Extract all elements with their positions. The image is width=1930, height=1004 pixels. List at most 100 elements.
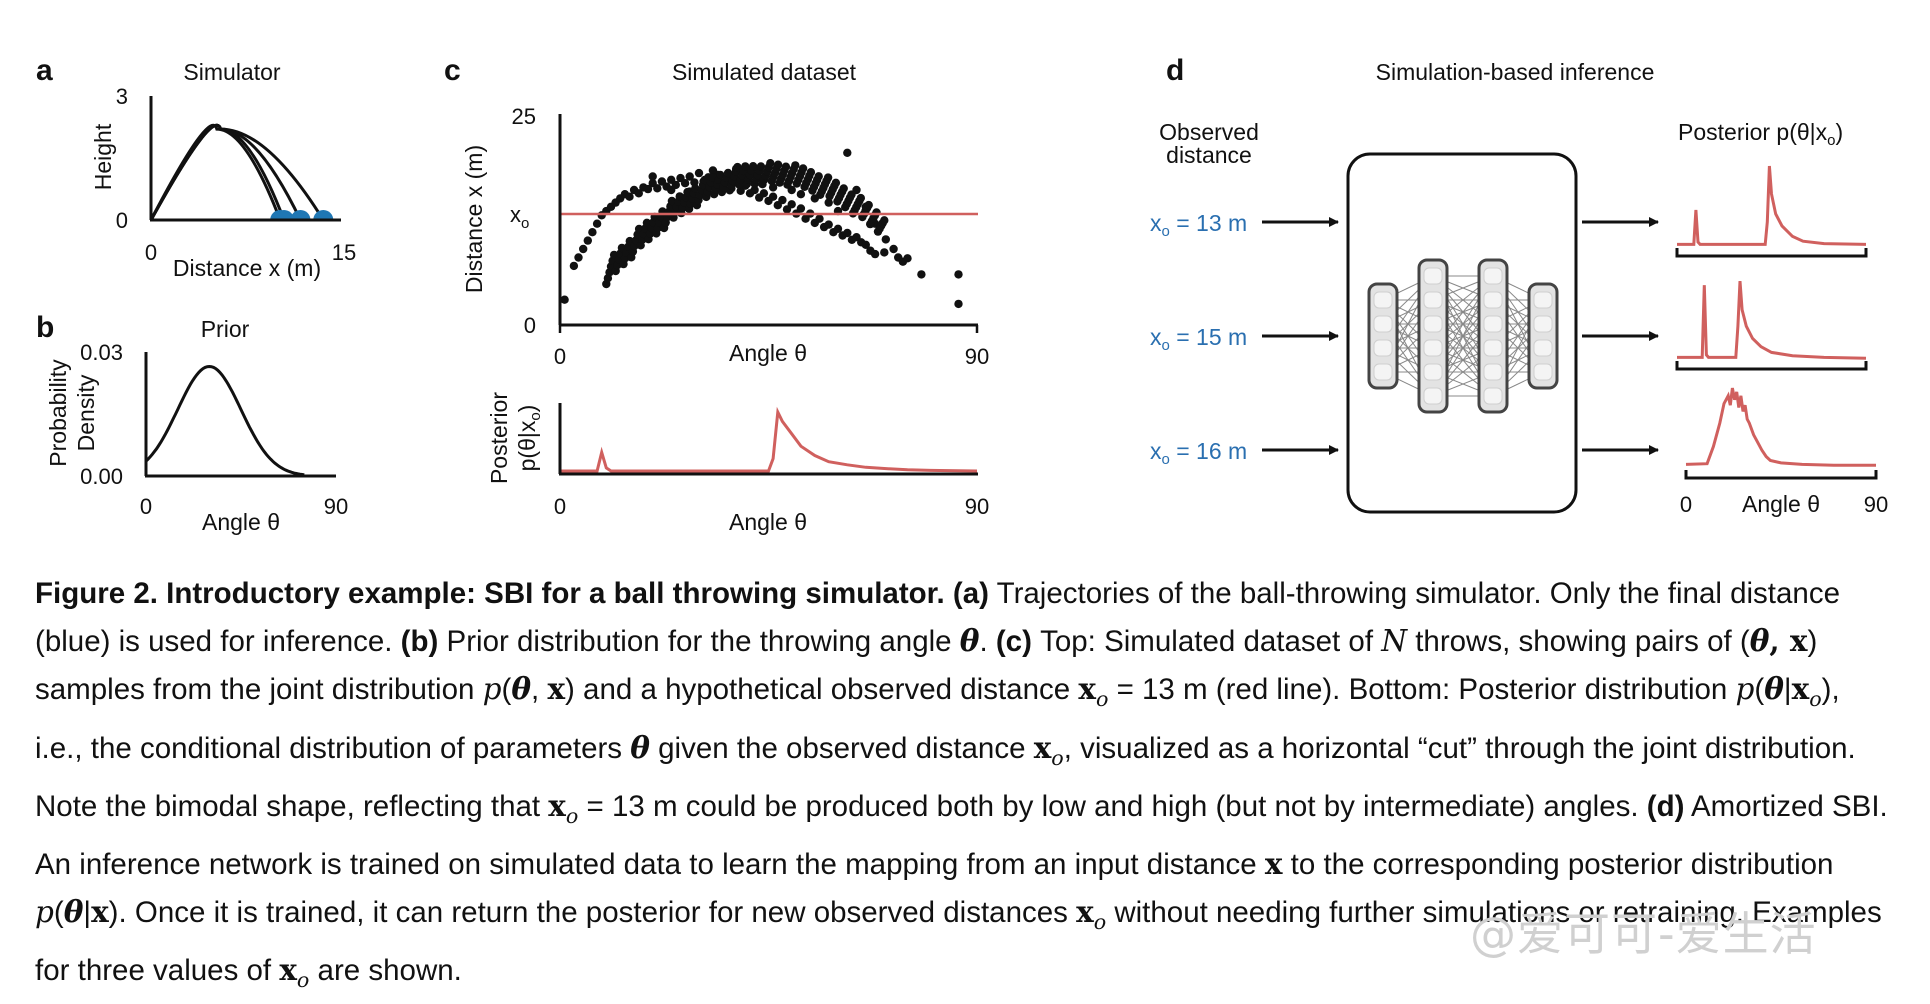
landing-point-3 — [313, 210, 334, 220]
panel-b-ytick-000: 0.00 — [80, 464, 123, 489]
panel-c-top-ylabel: Distance x (m) — [461, 145, 487, 293]
caption-theta-4: θ — [1764, 671, 1784, 707]
trajectory-3 — [149, 123, 282, 221]
network-node — [1483, 363, 1503, 381]
caption-d-text1: Amortized SBI. An inference network is t… — [35, 789, 1888, 881]
scatter-point — [781, 162, 791, 171]
network-layer-3 — [1527, 282, 1559, 390]
caption-c-text3: ) samples from the joint distribution — [35, 625, 1818, 707]
network-node — [1533, 339, 1553, 357]
network-node — [1483, 267, 1503, 285]
panel-b-letter: b — [36, 311, 54, 344]
panel-a-xtick-15: 15 — [332, 240, 356, 265]
caption-c-label: (c) — [995, 625, 1032, 659]
scatter-point — [733, 162, 742, 172]
scatter-point — [843, 148, 852, 157]
landing-point-2 — [290, 210, 311, 220]
observed-distance-label-2: distance — [1166, 142, 1252, 168]
scatter-point — [680, 179, 690, 188]
panel-a-letter: a — [36, 54, 53, 87]
network-node — [1483, 315, 1503, 333]
network-node — [1373, 363, 1393, 381]
caption-c-text8: = 13 m could be produced both by low and… — [578, 789, 1647, 823]
scatter-point — [667, 185, 676, 195]
caption-c-text4: and a hypothetical observed distance — [574, 673, 1079, 707]
panel-c-top-ytick-0: 0 — [524, 313, 536, 338]
scatter-point — [667, 196, 677, 206]
scatter-point — [831, 178, 841, 187]
scatter-point — [648, 172, 657, 181]
scatter-point — [796, 204, 806, 213]
scatter-point — [833, 224, 843, 233]
panel-b-xtick-90: 90 — [324, 494, 348, 519]
scatter-point — [560, 295, 569, 304]
panel-c-bottom-xtick-0: 0 — [554, 494, 566, 519]
panel-a-title: Simulator — [183, 59, 280, 85]
scatter-point — [843, 228, 852, 238]
network-node — [1373, 315, 1393, 333]
panel-b-ytick-003: 0.03 — [80, 340, 123, 365]
posterior-curve-15m — [1677, 280, 1867, 360]
figure-graphics: a Simulator 3 0 0 15 Distance x (m) Heig… — [36, 54, 1888, 535]
scatter-point — [768, 192, 778, 201]
scatter-point — [815, 214, 824, 223]
scatter-point — [773, 160, 783, 169]
network-layer-0 — [1367, 282, 1399, 390]
input-label-16m: xo = 16 m — [1150, 438, 1247, 468]
scatter-point — [768, 183, 778, 192]
caption-theta-5: θ — [630, 729, 650, 765]
caption-a-text: Trajectories of the ball-throwing simula… — [35, 577, 1840, 659]
scatter-point — [889, 244, 898, 254]
scatter-point — [872, 208, 881, 217]
scatter-point — [847, 190, 856, 199]
panel-b-ylabel-2: Density — [73, 374, 99, 451]
scatter-point — [634, 189, 643, 198]
scatter-point — [750, 185, 759, 195]
panel-c-bottom-xlabel: Angle θ — [729, 509, 807, 535]
panel-a-xlabel: Distance x (m) — [173, 255, 321, 281]
scatter-point — [759, 189, 769, 198]
scatter-point — [588, 228, 597, 237]
panel-c-top-ytick-25: 25 — [512, 104, 536, 129]
caption-theta-6: θ — [63, 893, 84, 929]
scatter-point — [574, 253, 583, 262]
posterior-axes — [1675, 248, 1878, 480]
prior-curve — [144, 364, 305, 477]
panel-a-ytick-0: 0 — [116, 208, 128, 233]
scatter-point — [787, 200, 796, 209]
panel-c-title: Simulated dataset — [672, 59, 857, 85]
scatter-point — [856, 193, 865, 203]
scatter-point — [766, 159, 775, 168]
network-node — [1423, 267, 1443, 285]
caption-xo-eq: = 13 m (red line). Bottom: Posterior dis… — [1108, 673, 1736, 707]
panel-c-posterior-curve — [560, 406, 978, 473]
caption-p: p — [482, 672, 502, 707]
caption-c-text2: throws, showing pairs of ( — [1407, 625, 1750, 659]
network-node — [1423, 315, 1443, 333]
scatter-point — [864, 200, 873, 210]
panel-a-ytick-3: 3 — [116, 84, 128, 109]
scatter-point — [778, 195, 787, 205]
figure-caption: Figure 2. Introductory example: SBI for … — [35, 577, 1888, 992]
scatter-point — [954, 299, 963, 309]
panel-d-title: Simulation-based inference — [1376, 59, 1655, 85]
caption-b-text: Prior distribution for the throwing angl… — [438, 625, 960, 659]
scatter-point — [653, 184, 662, 193]
panel-a-ylabel: Height — [90, 123, 116, 190]
panel-d-xtick-90: 90 — [1864, 492, 1888, 517]
panel-c-letter: c — [444, 54, 461, 87]
caption-fig-label: Figure 2. Introductory example: SBI for … — [35, 577, 945, 610]
panel-d-xtick-0: 0 — [1680, 492, 1692, 517]
scatter-point — [824, 198, 833, 207]
network-node — [1533, 315, 1553, 333]
scatter-point — [756, 162, 766, 171]
caption-c-text1: Top: Simulated dataset of — [1031, 625, 1382, 659]
caption-d-text2: to the corresponding posterior distribut… — [1282, 847, 1834, 881]
input-label-15m: xo = 15 m — [1150, 324, 1247, 354]
panel-c-xo-tick: xo — [510, 202, 529, 232]
network-node — [1483, 387, 1503, 405]
scatter-point — [708, 166, 718, 175]
scatter-point — [880, 248, 889, 257]
panel-a-xtick-0: 0 — [145, 240, 157, 265]
scatter-point — [748, 162, 758, 171]
